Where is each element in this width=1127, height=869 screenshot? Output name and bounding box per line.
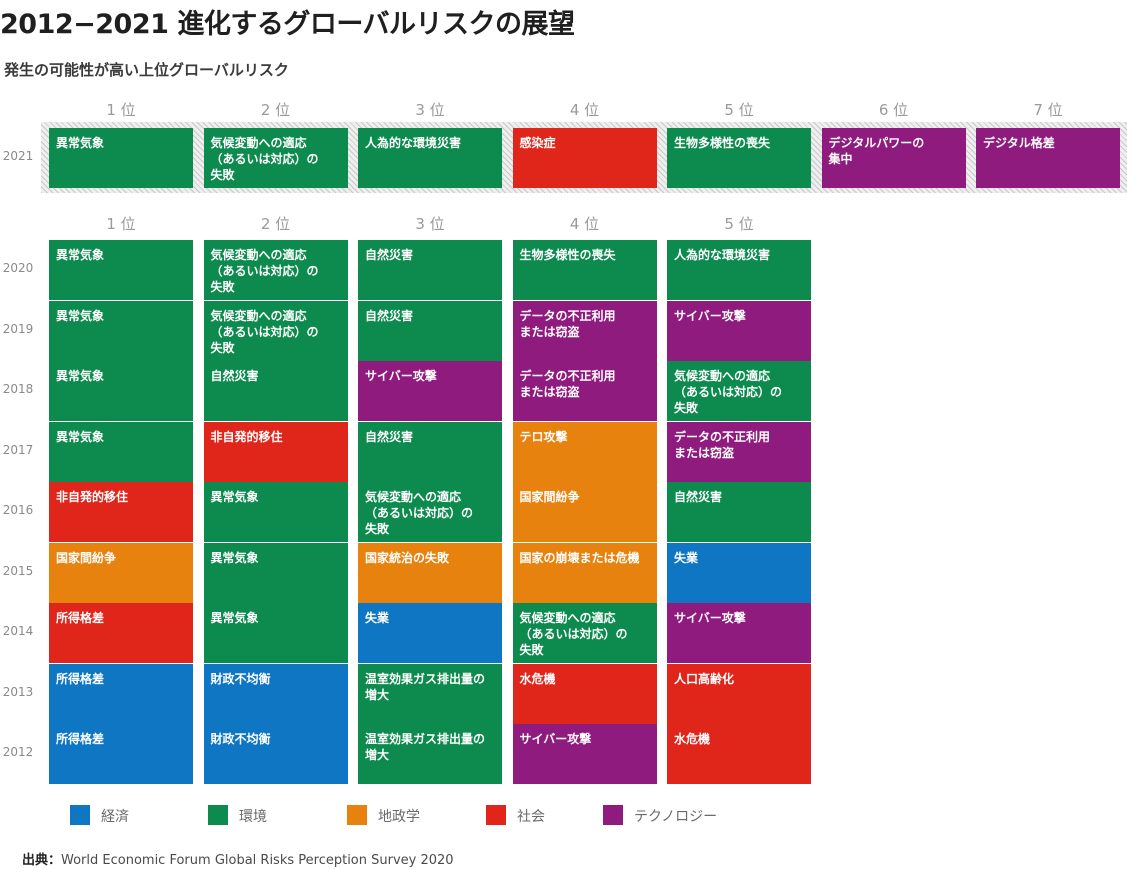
page-title: 2012−2021 進化するグローバルリスクの展望 — [0, 9, 575, 40]
rank-header-2021: 5 位 — [724, 101, 754, 119]
risk-cell: 自然災害 — [358, 300, 502, 361]
risk-cell: 生物多様性の喪失 — [512, 240, 657, 300]
rank-header-2021: 2 位 — [260, 101, 291, 119]
risk-cell: 国家間紛争 — [512, 482, 657, 542]
year-label: 2015 — [2, 563, 34, 578]
rank-header: 2 位 — [260, 215, 291, 233]
rank-header-2021: 3 位 — [415, 101, 445, 119]
legend-label-society: 社会 — [517, 809, 545, 825]
chart-subtitle: 発生の可能性が高い上位グローバルリスク — [4, 61, 289, 79]
risk-cell: 気候変動への適応 （あるいは対応）の 失敗 — [358, 482, 502, 542]
risk-cell: 異常気象 — [49, 300, 193, 361]
risk-cell: 所得格差 — [49, 603, 193, 663]
year-label: 2019 — [2, 321, 34, 336]
risk-cell: 国家間紛争 — [49, 542, 193, 603]
risk-cell: 異常気象 — [49, 361, 193, 421]
risk-cell: テロ攻撃 — [512, 421, 657, 482]
rank-header-2021: 7 位 — [1033, 101, 1063, 119]
rank-header: 5 位 — [724, 215, 754, 233]
legend-swatch-geopolitics — [347, 805, 367, 825]
risk-cell: サイバー攻撃 — [358, 361, 502, 421]
risk-cell: 国家統治の失敗 — [358, 542, 502, 603]
risk-cell: 水危機 — [667, 724, 811, 784]
legend-swatch-economy — [70, 805, 90, 825]
risk-cell: サイバー攻撃 — [667, 300, 811, 361]
risk-cell: 異常気象 — [203, 603, 348, 663]
year-label: 2018 — [2, 382, 34, 396]
risk-cell: 異常気象 — [203, 482, 348, 542]
risk-cell: 気候変動への適応 （あるいは対応）の 失敗 — [203, 300, 348, 361]
risk-cell: 温室効果ガス排出量の 増大 — [358, 663, 502, 724]
rank-header: 1 位 — [106, 215, 136, 233]
risk-cell: 異常気象 — [49, 128, 193, 188]
risk-cell: データの不正利用 または窃盗 — [512, 300, 657, 361]
risk-cell: 気候変動への適応 （あるいは対応）の 失敗 — [512, 603, 657, 663]
risk-cell: 国家の崩壊または危機 — [512, 542, 657, 603]
risk-cell: 失業 — [358, 603, 502, 663]
risk-cell: デジタルパワーの 集中 — [821, 128, 966, 188]
legend-label-environment: 環境 — [239, 809, 267, 825]
risk-cell: サイバー攻撃 — [667, 603, 811, 663]
risk-cell: 非自発的移住 — [203, 421, 348, 482]
risk-cell: デジタル格差 — [976, 128, 1120, 188]
risk-cell: 異常気象 — [49, 240, 193, 300]
year-label: 2016 — [2, 503, 34, 517]
risk-cell: 異常気象 — [49, 421, 193, 482]
rank-header: 4 位 — [569, 215, 600, 233]
rank-header-2021: 6 位 — [878, 101, 909, 119]
legend-label-technology: テクノロジー — [634, 809, 718, 825]
risk-cell: 所得格差 — [49, 663, 193, 724]
risk-cell: 温室効果ガス排出量の 増大 — [358, 724, 502, 784]
rank-header-2021: 1 位 — [106, 101, 136, 119]
year-label: 2021 — [2, 149, 34, 163]
year-label: 2020 — [2, 261, 34, 275]
legend-label-economy: 経済 — [101, 809, 129, 825]
rank-header-2021: 4 位 — [569, 101, 600, 119]
risk-cell: データの不正利用 または窃盗 — [667, 421, 811, 482]
legend-swatch-society — [486, 805, 506, 825]
risk-cell: 失業 — [667, 542, 811, 603]
risk-cell: 財政不均衡 — [203, 663, 348, 724]
risk-cell: サイバー攻撃 — [512, 724, 657, 784]
year-label: 2014 — [2, 624, 34, 638]
risk-cell: 財政不均衡 — [203, 724, 348, 784]
risk-cell: 人口高齢化 — [667, 663, 811, 724]
risk-cell: 水危機 — [512, 663, 657, 724]
year-label: 2017 — [2, 442, 34, 457]
legend-swatch-technology — [603, 805, 623, 825]
risk-cell: データの不正利用 または窃盗 — [512, 361, 657, 421]
risk-cell: 非自発的移住 — [49, 482, 193, 542]
risk-cell: 生物多様性の喪失 — [667, 128, 811, 188]
risk-cell: 異常気象 — [203, 542, 348, 603]
risk-cell: 気候変動への適応 （あるいは対応）の 失敗 — [203, 128, 348, 188]
year-label: 2013 — [2, 684, 34, 699]
risk-cell: 人為的な環境災害 — [358, 128, 502, 188]
year-label: 2012 — [2, 745, 34, 759]
rank-header: 3 位 — [415, 215, 445, 233]
risk-cell: 人為的な環境災害 — [667, 240, 811, 300]
source-text: World Economic Forum Global Risks Percep… — [61, 853, 454, 868]
risk-cell: 感染症 — [512, 128, 657, 188]
risk-cell: 自然災害 — [358, 421, 502, 482]
risk-cell: 自然災害 — [203, 361, 348, 421]
legend-swatch-environment — [208, 805, 228, 825]
source-note: 出典：World Economic Forum Global Risks Per… — [22, 849, 454, 868]
risk-cell: 気候変動への適応 （あるいは対応）の 失敗 — [667, 361, 811, 421]
risk-cell: 所得格差 — [49, 724, 193, 784]
source-label: 出典： — [22, 853, 62, 868]
risk-cell: 自然災害 — [667, 482, 811, 542]
risk-cell: 自然災害 — [358, 240, 502, 300]
legend-label-geopolitics: 地政学 — [378, 809, 420, 825]
risk-cell: 気候変動への適応 （あるいは対応）の 失敗 — [203, 240, 348, 300]
